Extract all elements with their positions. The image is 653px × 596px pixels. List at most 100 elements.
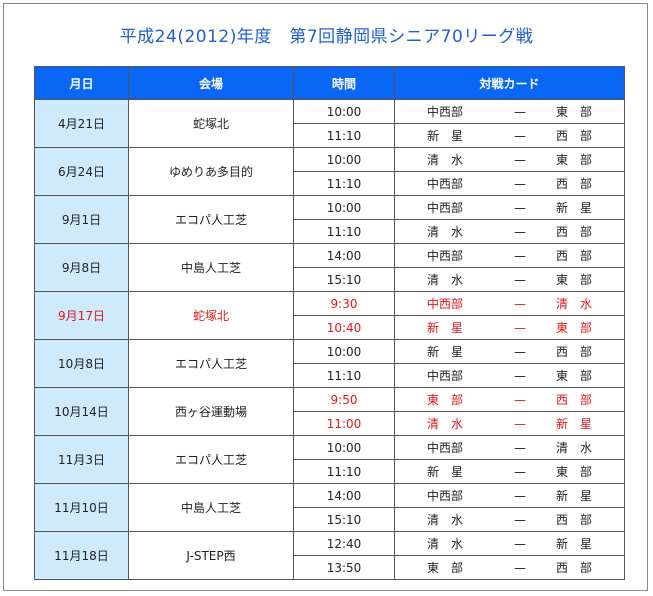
table-row: 6月24日 ゆめりあ多目的 10:00 清 水 — 東 部	[34, 147, 625, 196]
home-team: 中西部	[427, 441, 464, 455]
table-row: 9月17日 蛇塚北 9:30 中西部 — 清 水	[34, 291, 625, 340]
header-card: 対戦カード	[394, 66, 625, 100]
versus-dash: —	[514, 200, 526, 215]
versus-dash: —	[514, 368, 526, 383]
away-team: 西 部	[555, 345, 592, 359]
venue-cell: 蛇塚北	[128, 291, 294, 340]
away-team: 清 水	[555, 297, 592, 311]
time-cell: 9:50	[293, 387, 395, 412]
venue-cell: 中島人工芝	[128, 243, 294, 292]
home-team: 清 水	[427, 225, 464, 239]
match-cell: 清 水 — 西 部	[394, 219, 625, 244]
match-card: 清 水 — 東 部	[396, 149, 624, 171]
match-card: 東 部 — 西 部	[396, 389, 624, 411]
versus-dash: —	[514, 488, 526, 503]
match-card: 中西部 — 西 部	[396, 173, 624, 195]
match-card: 清 水 — 新 星	[396, 533, 624, 555]
time-cell: 10:00	[293, 195, 395, 220]
time-cell: 10:40	[293, 315, 395, 340]
home-team: 新 星	[427, 129, 464, 143]
date-cell: 9月1日	[34, 195, 129, 244]
versus-dash: —	[514, 176, 526, 191]
match-cell: 清 水 — 新 星	[394, 411, 625, 436]
away-team: 西 部	[555, 561, 592, 575]
home-team: 新 星	[427, 465, 464, 479]
versus-dash: —	[514, 296, 526, 311]
time-cell: 12:40	[293, 531, 395, 556]
venue-cell: J-STEP西	[128, 531, 294, 580]
date-cell: 6月24日	[34, 147, 129, 196]
versus-dash: —	[514, 416, 526, 431]
versus-dash: —	[514, 536, 526, 551]
match-card: 清 水 — 西 部	[396, 221, 624, 243]
versus-dash: —	[514, 464, 526, 479]
match-cell: 中西部 — 西 部	[394, 243, 625, 268]
match-cell: 中西部 — 東 部	[394, 99, 625, 124]
away-team: 西 部	[555, 393, 592, 407]
match-cell: 東 部 — 西 部	[394, 387, 625, 412]
away-team: 西 部	[555, 249, 592, 263]
versus-dash: —	[514, 272, 526, 287]
away-team: 東 部	[555, 369, 592, 383]
home-team: 清 水	[427, 537, 464, 551]
away-team: 西 部	[555, 513, 592, 527]
table-row: 11:10 中西部 — 西 部	[35, 171, 625, 196]
match-card: 新 星 — 東 部	[396, 461, 624, 483]
time-cell: 11:10	[293, 219, 395, 244]
venue-cell: エコパ人工芝	[128, 435, 294, 484]
time-cell: 11:10	[293, 363, 395, 388]
home-team: 中西部	[427, 297, 464, 311]
table-row: 11月18日 J-STEP西 12:40 清 水 — 新 星	[34, 531, 625, 580]
match-card: 中西部 — 新 星	[396, 485, 624, 507]
versus-dash: —	[514, 248, 526, 263]
venue-cell: ゆめりあ多目的	[128, 147, 294, 196]
table-row: 10月14日 西ヶ谷運動場 9:50 東 部 — 西 部	[34, 387, 625, 436]
match-card: 中西部 — 東 部	[396, 365, 624, 387]
away-team: 西 部	[555, 225, 592, 239]
date-cell: 10月14日	[34, 387, 129, 436]
match-card: 新 星 — 東 部	[396, 317, 624, 339]
home-team: 東 部	[427, 561, 464, 575]
header-date: 月日	[34, 66, 129, 100]
versus-dash: —	[514, 152, 526, 167]
match-cell: 東 部 — 西 部	[394, 555, 625, 580]
match-cell: 清 水 — 東 部	[394, 267, 625, 292]
date-cell: 10月8日	[34, 339, 129, 388]
match-card: 中西部 — 新 星	[396, 197, 624, 219]
away-team: 新 星	[555, 489, 592, 503]
match-cell: 中西部 — 清 水	[394, 435, 625, 460]
versus-dash: —	[514, 344, 526, 359]
table-row: 11:10 清 水 — 西 部	[35, 219, 625, 244]
match-cell: 中西部 — 清 水	[394, 291, 625, 316]
table-row: 11:00 清 水 — 新 星	[35, 411, 625, 436]
table-row: 13:50 東 部 — 西 部	[35, 555, 625, 580]
away-team: 東 部	[555, 153, 592, 167]
versus-dash: —	[514, 512, 526, 527]
match-card: 清 水 — 東 部	[396, 269, 624, 291]
time-cell: 11:10	[293, 171, 395, 196]
home-team: 清 水	[427, 153, 464, 167]
page-title: 平成24(2012)年度 第7回静岡県シニア70リーグ戦	[119, 27, 534, 47]
time-cell: 10:00	[293, 435, 395, 460]
away-team: 清 水	[555, 441, 592, 455]
away-team: 西 部	[555, 129, 592, 143]
time-cell: 15:10	[293, 267, 395, 292]
time-cell: 11:00	[293, 411, 395, 436]
match-card: 新 星 — 西 部	[396, 341, 624, 363]
home-team: 新 星	[427, 321, 464, 335]
date-cell: 9月17日	[34, 291, 129, 340]
match-cell: 中西部 — 新 星	[394, 483, 625, 508]
date-cell: 11月10日	[34, 483, 129, 532]
venue-cell: エコパ人工芝	[128, 339, 294, 388]
home-team: 清 水	[427, 273, 464, 287]
time-cell: 11:10	[293, 459, 395, 484]
away-team: 新 星	[555, 201, 592, 215]
away-team: 新 星	[555, 417, 592, 431]
home-team: 中西部	[427, 177, 464, 191]
time-cell: 15:10	[293, 507, 395, 532]
home-team: 清 水	[427, 417, 464, 431]
match-cell: 清 水 — 東 部	[394, 147, 625, 172]
home-team: 中西部	[427, 249, 464, 263]
document-frame: 平成24(2012)年度 第7回静岡県シニア70リーグ戦 月日 会場 時間 対戦…	[3, 3, 648, 591]
versus-dash: —	[514, 440, 526, 455]
